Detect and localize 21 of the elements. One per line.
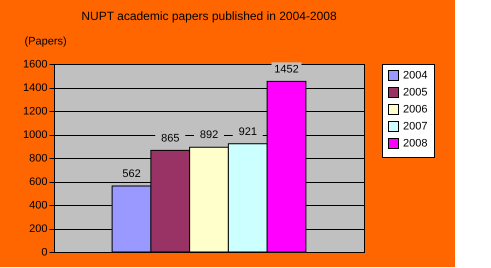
y-tick-label: 200 [29, 223, 48, 235]
legend-label: 2008 [403, 138, 428, 150]
data-label: 1452 [274, 63, 299, 76]
data-label: 921 [238, 126, 257, 138]
y-tick-label: 0 [41, 246, 48, 258]
legend-label: 2006 [403, 104, 428, 116]
data-label: 892 [200, 129, 218, 142]
y-tick-label: 600 [29, 176, 48, 188]
y-tick-label: 400 [29, 200, 48, 212]
data-label: 562 [122, 168, 141, 180]
chart-title: NUPT academic papers published in 2004-2008 [81, 9, 337, 23]
y-tick-label: 800 [29, 152, 48, 164]
y-tick-label: 1200 [23, 106, 48, 118]
legend-label: 2005 [403, 86, 428, 98]
y-tick-label: 1000 [23, 129, 48, 141]
data-label: 865 [161, 132, 180, 144]
y-tick-label: 1400 [23, 82, 48, 94]
legend-label: 2007 [403, 120, 428, 132]
y-tick-label: 1600 [23, 58, 48, 70]
legend-label: 2004 [403, 70, 428, 82]
y-axis-title: (Papers) [24, 36, 67, 48]
